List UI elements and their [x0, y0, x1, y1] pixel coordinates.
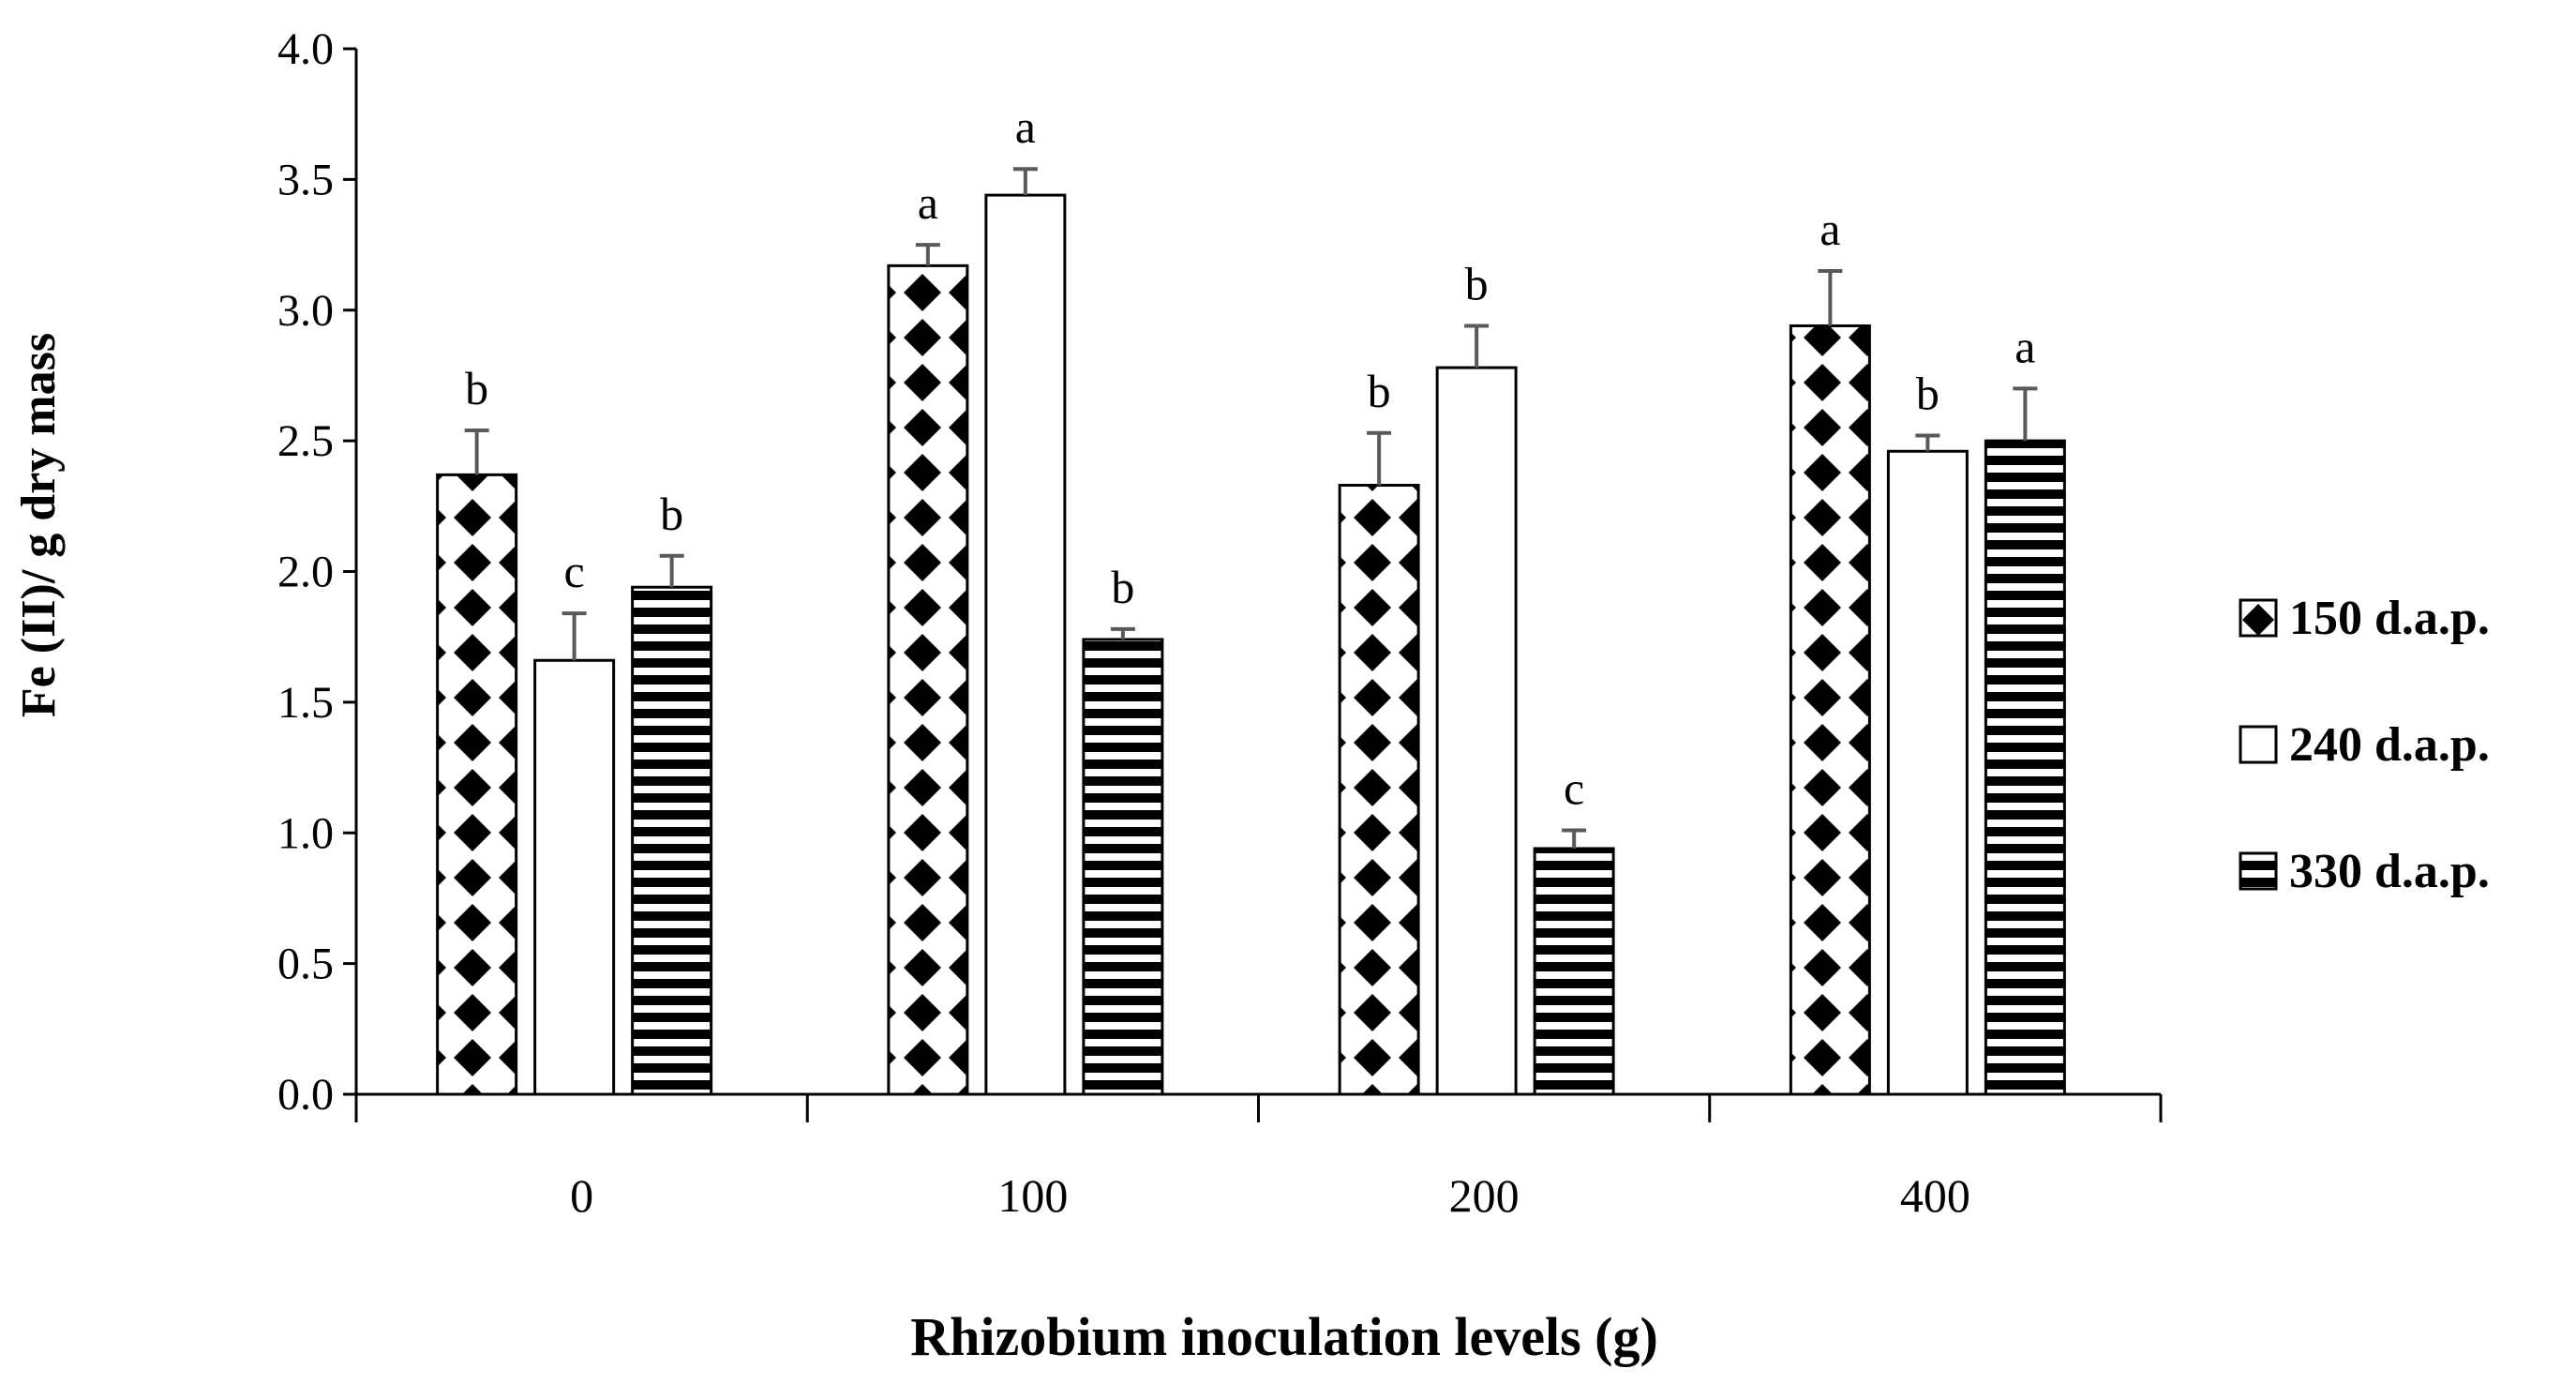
bar-240-200 — [1435, 366, 1518, 1096]
significance-letter: b — [1368, 365, 1391, 417]
legend-label: 330 d.a.p. — [2289, 845, 2490, 898]
significance-letter: a — [1015, 100, 1036, 153]
x-tick-label: 200 — [1449, 1169, 1520, 1222]
significance-letter: b — [1916, 368, 1939, 420]
significance-letter: c — [564, 545, 585, 597]
legend-label: 150 d.a.p. — [2289, 592, 2490, 645]
x-tick-label: 100 — [997, 1169, 1068, 1222]
y-tick-label: 0.5 — [277, 940, 334, 989]
legend-swatch-diamond — [2242, 604, 2274, 636]
significance-letter: b — [465, 362, 488, 414]
plot-area: 0.0 0.5 1.0 1.5 2.0 2.5 3.0 3.5 4.0 0 100 200 400 b c b… — [277, 24, 2163, 1222]
y-tick-label: 3.0 — [277, 286, 334, 336]
bar-150-200 — [1338, 484, 1420, 1096]
y-axis-label: Fe (II)/ g dry mass — [12, 333, 66, 717]
significance-letter: b — [1111, 561, 1134, 613]
y-tick-label: 0.0 — [277, 1070, 334, 1120]
y-tick-label: 2.0 — [277, 548, 334, 597]
significance-letter: a — [1820, 203, 1840, 255]
y-tick-label: 3.5 — [277, 155, 334, 204]
y-tick-label: 4.0 — [277, 24, 334, 74]
x-tick-label: 400 — [1900, 1169, 1970, 1222]
significance-letter: b — [1465, 257, 1489, 309]
legend-swatch — [2239, 851, 2278, 891]
bar-330-200 — [1533, 847, 1615, 1096]
y-tick-label: 2.5 — [277, 416, 334, 466]
bar-240-400 — [1886, 449, 1969, 1096]
legend-label: 240 d.a.p. — [2289, 718, 2490, 772]
significance-letter: a — [918, 176, 938, 229]
significance-letter: a — [2014, 320, 2035, 372]
legend: 150 d.a.p. 240 d.a.p. 330 d.a.p. — [2239, 592, 2490, 898]
significance-letter: c — [1564, 761, 1584, 814]
bar-330-100 — [1082, 638, 1164, 1096]
bar-150-400 — [1789, 323, 1871, 1096]
bar-150-0 — [436, 473, 518, 1096]
significance-letter: b — [660, 488, 683, 540]
bar-150-100 — [887, 263, 969, 1096]
legend-swatch — [2239, 725, 2278, 764]
bar-330-0 — [631, 585, 713, 1096]
bar-330-400 — [1984, 439, 2066, 1096]
bar-240-0 — [533, 658, 616, 1096]
legend-swatch-border — [2239, 598, 2278, 638]
bar-240-100 — [984, 193, 1067, 1096]
y-tick-label: 1.0 — [277, 808, 334, 858]
x-tick-label: 0 — [570, 1169, 593, 1222]
y-tick-label: 1.5 — [277, 678, 334, 728]
x-axis-label: Rhizobium inoculation levels (g) — [910, 1306, 1658, 1367]
